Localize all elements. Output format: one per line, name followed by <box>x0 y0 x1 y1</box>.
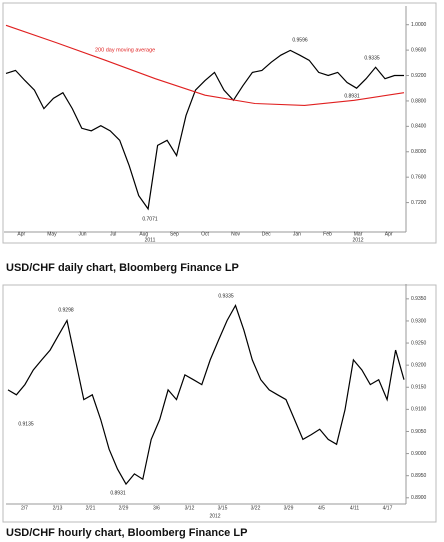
chart-caption: USD/CHF daily chart, Bloomberg Finance L… <box>6 262 239 274</box>
year-label: 2011 <box>145 237 156 243</box>
price-annotation: 0.9135 <box>18 421 34 427</box>
x-tick-label: Sep <box>170 231 179 237</box>
y-tick-label: 0.9300 <box>411 318 427 324</box>
x-tick-label: Feb <box>323 231 332 237</box>
chart-frame <box>2 2 437 244</box>
x-tick-label: Jul <box>110 231 116 237</box>
y-tick-label: 0.9000 <box>411 451 427 457</box>
price-annotation: 0.9335 <box>364 55 380 61</box>
x-tick-label: 3/15 <box>218 505 228 511</box>
y-tick-label: 1.0000 <box>411 22 427 28</box>
price-annotation: 0.8931 <box>110 490 126 496</box>
y-tick-label: 0.7200 <box>411 200 427 206</box>
x-tick-label: Jan <box>293 231 301 237</box>
x-tick-label: Dec <box>262 231 271 237</box>
y-tick-label: 0.9600 <box>411 47 427 53</box>
x-tick-label: 3/12 <box>185 505 195 511</box>
price-line <box>5 49 404 211</box>
price-annotation: 0.9298 <box>58 307 74 313</box>
y-tick-label: 0.9200 <box>411 73 427 79</box>
x-tick-label: 4/17 <box>383 505 393 511</box>
x-tick-label: 2/13 <box>53 505 63 511</box>
price-line <box>7 304 405 486</box>
y-tick-label: 0.8900 <box>411 495 427 501</box>
year-label: 2012 <box>352 237 363 243</box>
x-tick-label: Nov <box>231 231 240 237</box>
year-label: 2012 <box>209 513 220 519</box>
x-tick-label: Oct <box>201 231 209 237</box>
moving-average-line <box>5 24 405 106</box>
x-tick-label: 2/7 <box>21 505 28 511</box>
price-annotation: 0.8931 <box>344 93 360 99</box>
x-tick-label: 2/21 <box>86 505 96 511</box>
x-tick-label: 4/5 <box>318 505 325 511</box>
y-tick-label: 0.8800 <box>411 98 427 104</box>
x-tick-label: May <box>47 231 57 237</box>
y-tick-label: 0.9200 <box>411 362 427 368</box>
x-tick-label: 2/29 <box>119 505 129 511</box>
y-tick-label: 0.9050 <box>411 429 427 435</box>
y-tick-label: 0.9100 <box>411 407 427 413</box>
y-tick-label: 0.9150 <box>411 385 427 391</box>
y-tick-label: 0.7600 <box>411 175 427 181</box>
y-tick-label: 0.9250 <box>411 340 427 346</box>
x-tick-label: Aug <box>139 231 148 237</box>
series-annotation: 200 day moving average <box>95 47 155 53</box>
x-tick-label: 3/6 <box>153 505 160 511</box>
chart-caption: USD/CHF hourly chart, Bloomberg Finance … <box>6 527 247 539</box>
y-tick-label: 0.9350 <box>411 296 427 302</box>
y-tick-label: 0.8000 <box>411 149 427 155</box>
price-annotation: 0.9335 <box>218 293 234 299</box>
x-tick-label: Apr <box>385 231 393 237</box>
price-annotation: 0.7071 <box>142 216 158 222</box>
x-tick-label: Apr <box>17 231 25 237</box>
y-tick-label: 0.8400 <box>411 124 427 130</box>
x-tick-label: Jun <box>79 231 87 237</box>
x-tick-label: 3/22 <box>251 505 261 511</box>
x-tick-label: Mar <box>354 231 363 237</box>
x-tick-label: 4/11 <box>350 505 360 511</box>
x-tick-label: 3/29 <box>284 505 294 511</box>
chart-frame <box>2 284 437 523</box>
price-annotation: 0.9596 <box>292 37 308 43</box>
y-tick-label: 0.8950 <box>411 473 427 479</box>
